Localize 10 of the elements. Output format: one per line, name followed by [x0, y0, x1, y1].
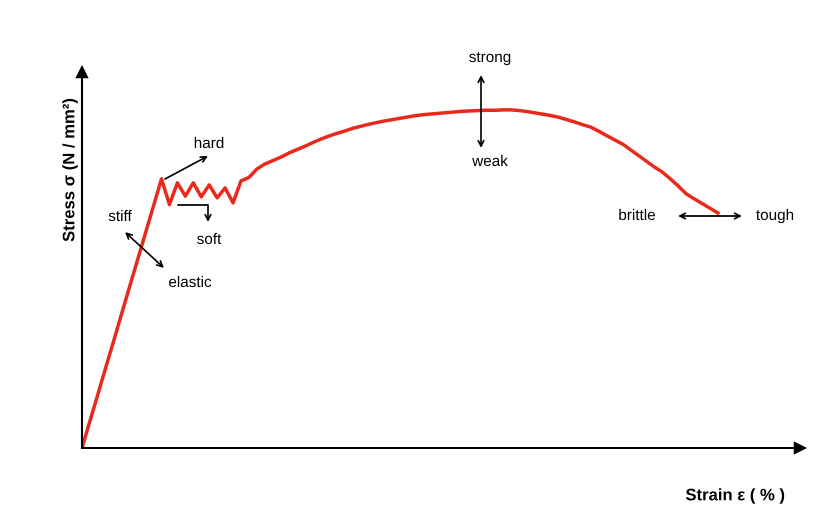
annotation: stiff — [108, 210, 132, 222]
annotation: weak — [472, 154, 508, 166]
annotation: soft — [197, 232, 222, 244]
y-axis-title: Stress σ (N / mm²) — [62, 98, 78, 242]
x-axis-title: Strain ε ( % ) — [686, 488, 784, 504]
annotation: elastic — [169, 276, 212, 288]
text: tough — [756, 208, 794, 224]
text: strong — [469, 52, 510, 66]
annotation: hard — [194, 136, 224, 148]
annotation: brittle — [619, 208, 655, 220]
